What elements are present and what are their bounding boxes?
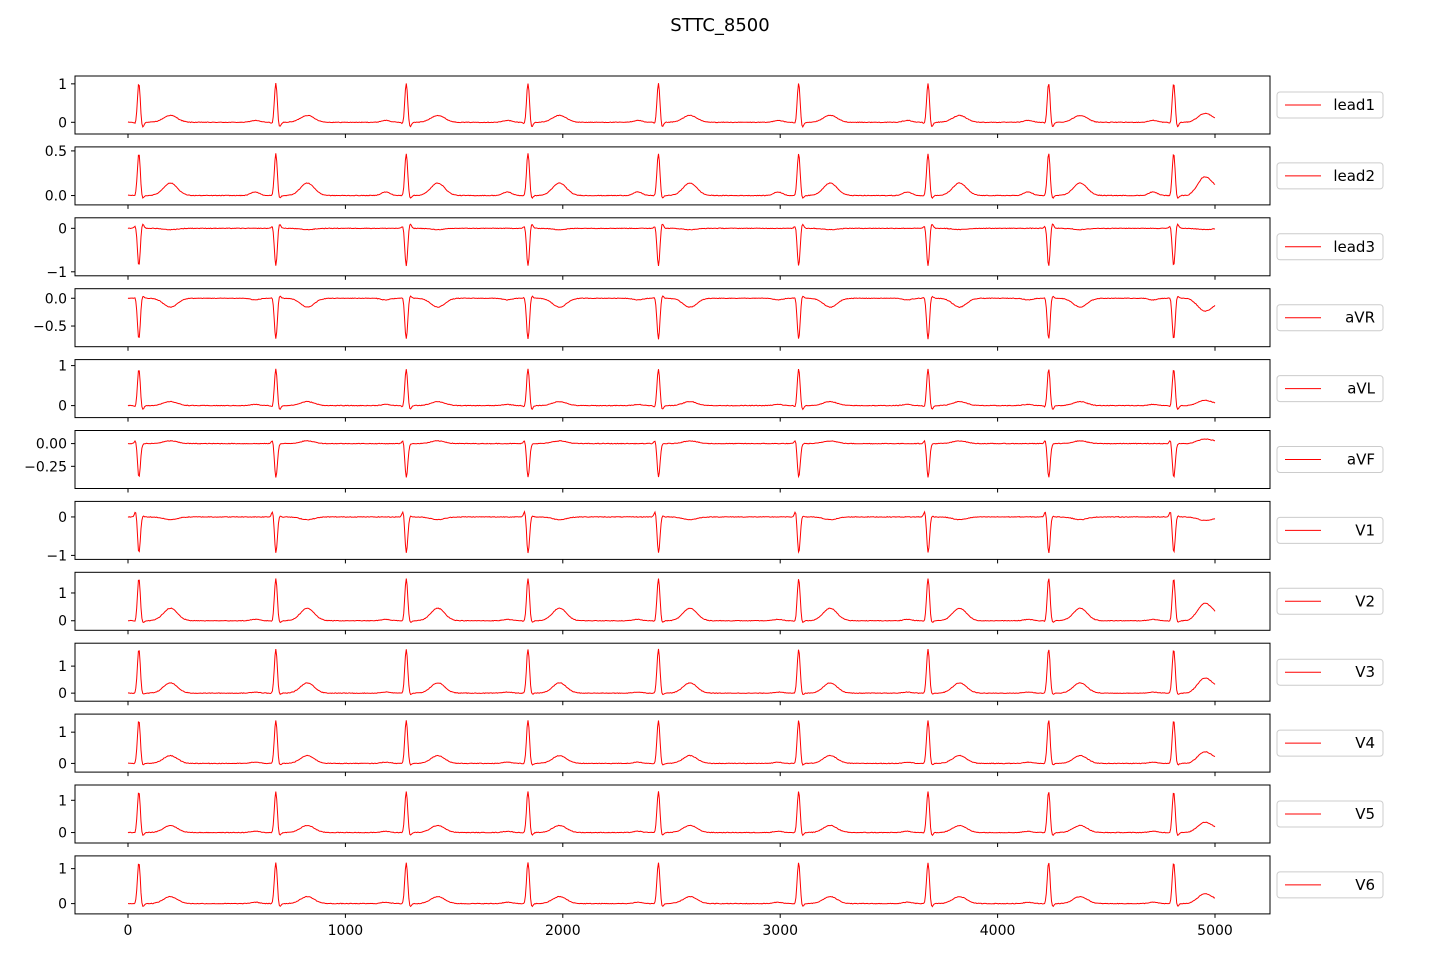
x-tick-label: 4000 — [980, 923, 1016, 939]
y-tick-label: 0.0 — [45, 189, 67, 205]
subplot-V4: 0 1 V4 — [58, 713, 1384, 777]
y-tick-label: 1 — [58, 725, 67, 741]
y-tick-label: −0.5 — [33, 319, 67, 335]
y-tick-label: 0 — [58, 756, 67, 772]
subplot-V1: −1 0 V1 — [46, 500, 1384, 564]
legend-label: aVF — [1347, 451, 1375, 469]
series-line-aVL — [127, 368, 1216, 411]
series-line-V1 — [127, 510, 1216, 554]
subplot-aVR: −0.5 0.0 aVR — [33, 288, 1384, 351]
x-tick-label: 2000 — [545, 923, 581, 939]
subplot-V2: 0 1 V2 — [58, 571, 1384, 635]
legend-box-V4 — [1276, 729, 1384, 757]
y-tick-label: 0 — [58, 897, 67, 913]
legend-box-lead2 — [1276, 162, 1384, 190]
legend-box-V6 — [1276, 871, 1384, 899]
legend-label: aVL — [1347, 380, 1375, 398]
series-line-V3 — [127, 648, 1216, 696]
y-tick-label: 0.0 — [45, 291, 67, 307]
axes-frame-V6 — [74, 855, 1271, 915]
legend-label: V4 — [1355, 734, 1375, 752]
axes-frame-V1 — [74, 500, 1271, 560]
y-tick-label: 1 — [58, 77, 67, 93]
y-tick-label: 0 — [58, 826, 67, 842]
series-line-aVR — [127, 295, 1216, 340]
legend-box-aVR — [1276, 304, 1384, 332]
legend-label: V3 — [1355, 663, 1375, 681]
y-tick-label: 0 — [58, 510, 67, 526]
legend-label: V2 — [1355, 592, 1375, 610]
legend-label: aVR — [1345, 309, 1375, 327]
legend-label: lead2 — [1333, 167, 1375, 185]
axes-frame-lead2 — [74, 146, 1271, 206]
legend-box-V1 — [1276, 516, 1384, 544]
figure-title: STTC_8500 — [670, 15, 770, 36]
series-line-lead1 — [127, 83, 1216, 128]
axes-frame-lead3 — [74, 217, 1271, 277]
axes-frame-V5 — [74, 784, 1271, 844]
series-line-lead3 — [127, 223, 1216, 267]
y-tick-label: −1 — [46, 265, 67, 281]
legend-box-V3 — [1276, 658, 1384, 686]
axes-frame-aVF — [74, 430, 1271, 489]
subplot-V6: 0 1 V6 — [58, 855, 1384, 918]
y-tick-label: 0 — [58, 399, 67, 415]
x-tick-label: 5000 — [1197, 923, 1233, 939]
series-line-V2 — [128, 578, 1216, 624]
y-tick-label: 1 — [58, 793, 67, 809]
subplot-aVL: 0 1 aVL — [58, 359, 1384, 422]
y-tick-label: −0.25 — [24, 459, 67, 475]
series-line-lead2 — [127, 153, 1216, 199]
y-tick-label: 0.00 — [36, 437, 67, 453]
legend-box-aVF — [1276, 446, 1384, 473]
axes-frame-V2 — [74, 571, 1271, 631]
y-tick-label: 0 — [58, 221, 67, 237]
x-tick-label: 0 — [124, 923, 133, 939]
x-tick-label: 1000 — [328, 923, 364, 939]
subplot-aVF: −0.25 0.00 aVF — [24, 430, 1384, 493]
legend-label: V6 — [1355, 876, 1375, 894]
subplot-V3: 0 1 V3 — [58, 642, 1384, 706]
legend-box-aVL — [1276, 375, 1384, 403]
legend-box-lead3 — [1276, 233, 1384, 261]
series-line-V4 — [128, 720, 1216, 766]
legend-label: lead3 — [1333, 238, 1375, 256]
subplot-lead3: −1 0 lead3 — [46, 217, 1384, 281]
legend-box-lead1 — [1276, 91, 1384, 119]
y-tick-label: 1 — [58, 862, 67, 878]
y-tick-label: 1 — [58, 659, 67, 675]
legend-label: V5 — [1355, 805, 1375, 823]
y-tick-label: 0 — [58, 614, 67, 630]
y-tick-label: 1 — [58, 586, 67, 602]
y-tick-label: 0.5 — [45, 144, 67, 160]
legend-label: V1 — [1355, 521, 1375, 539]
x-tick-label: 3000 — [762, 923, 798, 939]
y-tick-label: 1 — [58, 359, 67, 375]
subplot-V5: 0 1 V5 — [58, 784, 1384, 847]
legend-box-V2 — [1276, 587, 1384, 615]
axes-frame-aVR — [74, 288, 1271, 348]
series-line-V6 — [128, 862, 1216, 908]
series-line-aVF — [127, 438, 1216, 479]
legend-box-V5 — [1276, 800, 1384, 828]
axes-frame-V4 — [74, 713, 1271, 773]
axes-frame-lead1 — [74, 75, 1271, 135]
y-tick-label: −1 — [46, 548, 67, 564]
y-tick-label: 0 — [58, 686, 67, 702]
series-line-V5 — [127, 791, 1216, 837]
legend-label: lead1 — [1333, 96, 1375, 114]
axes-frame-aVL — [74, 359, 1271, 419]
y-tick-label: 0 — [58, 115, 67, 131]
axes-frame-V3 — [74, 642, 1271, 702]
subplot-lead1: 0 1 lead1 — [58, 75, 1384, 138]
subplot-lead2: 0.0 0.5 lead2 — [45, 144, 1384, 209]
